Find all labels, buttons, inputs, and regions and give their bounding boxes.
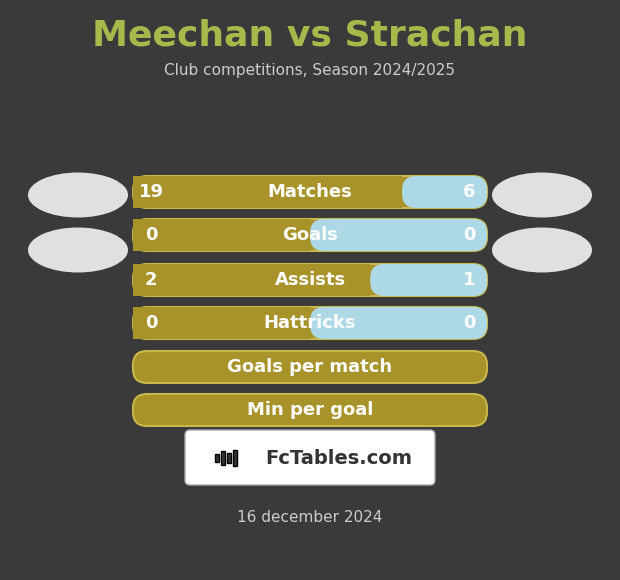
FancyBboxPatch shape [221,451,225,465]
Text: 0: 0 [144,314,157,332]
Text: Min per goal: Min per goal [247,401,373,419]
FancyBboxPatch shape [133,264,487,296]
FancyBboxPatch shape [133,394,487,426]
Text: Hattricks: Hattricks [264,314,356,332]
FancyBboxPatch shape [227,453,231,463]
Text: Club competitions, Season 2024/2025: Club competitions, Season 2024/2025 [164,63,456,78]
Ellipse shape [28,172,128,218]
FancyBboxPatch shape [215,454,219,462]
Text: FcTables.com: FcTables.com [265,448,412,467]
Ellipse shape [28,227,128,273]
Text: Goals per match: Goals per match [228,358,392,376]
FancyBboxPatch shape [133,351,487,383]
Text: Goals: Goals [282,226,338,244]
Text: 19: 19 [138,183,164,201]
Ellipse shape [492,227,592,273]
FancyBboxPatch shape [133,176,402,208]
Ellipse shape [492,172,592,218]
Text: Assists: Assists [275,271,345,289]
FancyBboxPatch shape [233,450,237,466]
FancyBboxPatch shape [133,176,487,208]
FancyBboxPatch shape [133,307,310,339]
FancyBboxPatch shape [310,219,487,251]
FancyBboxPatch shape [133,307,487,339]
Text: 0: 0 [144,226,157,244]
FancyBboxPatch shape [133,264,370,296]
FancyBboxPatch shape [185,430,435,485]
Text: Matches: Matches [268,183,352,201]
FancyBboxPatch shape [370,264,487,296]
Text: 0: 0 [463,314,476,332]
FancyBboxPatch shape [402,176,487,208]
Text: 2: 2 [144,271,157,289]
FancyBboxPatch shape [133,219,487,251]
FancyBboxPatch shape [310,307,487,339]
FancyBboxPatch shape [133,219,310,251]
Text: 1: 1 [463,271,476,289]
Text: 16 december 2024: 16 december 2024 [237,510,383,525]
Text: 0: 0 [463,226,476,244]
Text: 6: 6 [463,183,476,201]
Text: Meechan vs Strachan: Meechan vs Strachan [92,18,528,52]
